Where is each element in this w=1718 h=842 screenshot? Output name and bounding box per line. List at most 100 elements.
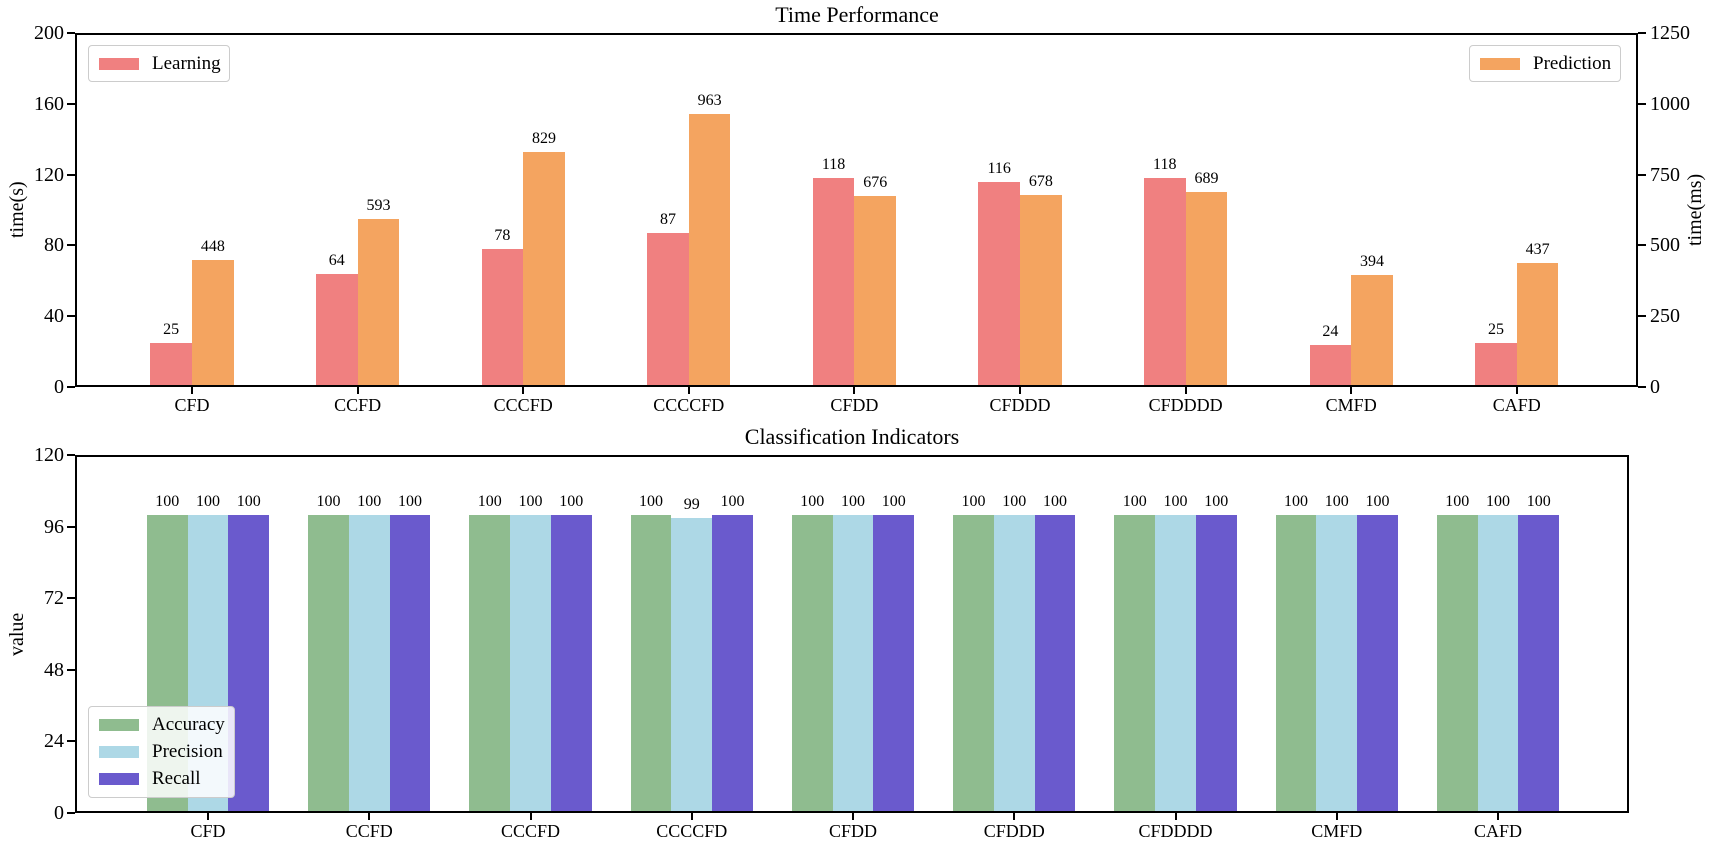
y-tick-label: 160: [34, 92, 64, 115]
x-tick-mark: [207, 813, 209, 820]
legend-label: Prediction: [1533, 52, 1612, 74]
bar-recall-CCCCFD: [712, 514, 753, 811]
y-tick-label-right: 250: [1650, 305, 1680, 328]
legend-label: Accuracy: [152, 714, 225, 735]
value-label: 100: [518, 492, 543, 510]
legend-label: Recall: [152, 768, 201, 789]
x-tick-mark: [368, 813, 371, 820]
y-tick-label: 120: [34, 163, 64, 186]
value-label: 100: [1445, 492, 1470, 510]
bar-recall-CCFD: [389, 514, 431, 811]
y-tick-label: 48: [44, 658, 64, 681]
value-label: 87: [659, 211, 676, 228]
x-tick-label: CFDD: [828, 821, 877, 841]
y-tick-mark: [67, 32, 75, 34]
value-label: 448: [200, 238, 225, 256]
x-tick-mark: [852, 813, 854, 820]
y-tick-label-right: 500: [1650, 234, 1680, 257]
value-label: 64: [328, 251, 345, 269]
bar-learning-CCCFD: [481, 248, 524, 385]
x-tick-mark: [1184, 387, 1187, 394]
value-label: 100: [1526, 492, 1551, 510]
y-tick-mark: [67, 386, 75, 388]
x-tick-mark: [1019, 387, 1021, 394]
bar-precision-CAFD: [1477, 514, 1519, 811]
value-label: 394: [1360, 253, 1385, 271]
x-tick-mark: [1497, 813, 1499, 820]
legend-swatch-prediction: [1480, 57, 1520, 70]
y-tick-label: 80: [44, 234, 64, 257]
bar-learning-CAFD: [1475, 342, 1517, 385]
x-tick-label: CFD: [190, 821, 226, 841]
bar-learning-CFDDDD: [1143, 178, 1186, 385]
value-label: 678: [1028, 172, 1053, 190]
value-label: 100: [155, 492, 180, 510]
x-tick-mark: [687, 387, 690, 394]
y-tick-mark-right: [1638, 386, 1646, 388]
legend-swatch-recall: [99, 773, 139, 785]
value-label: 100: [961, 492, 986, 510]
value-label: 118: [821, 156, 846, 174]
bar-recall-CFD: [228, 514, 270, 811]
bar-prediction-CAFD: [1516, 263, 1559, 385]
legend: Learning: [88, 45, 230, 82]
value-label: 676: [863, 173, 888, 191]
x-tick-mark: [1174, 813, 1177, 820]
bar-learning-CMFD: [1309, 344, 1352, 385]
bar-accuracy-CMFD: [1275, 514, 1317, 811]
value-label: 100: [477, 492, 502, 510]
y-tick-label: 72: [44, 587, 64, 610]
bar-accuracy-CCCFD: [469, 514, 511, 811]
y-tick-label-right: 750: [1650, 163, 1680, 186]
bar-precision-CFDD: [832, 514, 874, 811]
legend-label: Precision: [152, 741, 223, 762]
x-tick-label: CCFD: [345, 821, 393, 841]
bar-precision-CCCFD: [510, 514, 551, 811]
legend-label: Learning: [152, 52, 221, 74]
y-tick-mark: [67, 525, 75, 528]
y-tick-label-right: 0: [1650, 376, 1660, 398]
value-label: 100: [1122, 492, 1147, 510]
y-tick-mark-right: [1638, 32, 1646, 34]
bar-prediction-CFDD: [854, 195, 897, 385]
bar-prediction-CCCCFD: [688, 114, 731, 385]
bar-learning-CCCCFD: [647, 233, 689, 385]
y-tick-label-right: 1250: [1650, 22, 1690, 44]
y-tick-mark-right: [1638, 102, 1646, 105]
value-label: 100: [800, 492, 825, 510]
value-label: 78: [494, 226, 511, 244]
y-tick-mark: [67, 244, 75, 247]
value-label: 100: [397, 492, 422, 510]
x-tick-mark: [1013, 813, 1016, 820]
value-label: 100: [1163, 492, 1188, 510]
bar-recall-CFDDD: [1034, 514, 1076, 811]
value-label: 100: [1204, 492, 1229, 510]
legend-item: Prediction: [1480, 52, 1612, 75]
x-tick-mark: [529, 813, 532, 820]
y-tick-label: 200: [34, 22, 64, 44]
y-tick-label: 96: [44, 515, 64, 538]
x-tick-mark: [690, 813, 693, 820]
y-tick-label: 40: [44, 305, 64, 328]
y-tick-mark: [67, 812, 75, 814]
value-label: 437: [1525, 241, 1550, 259]
x-tick-label: CFDDDD: [1138, 821, 1213, 841]
value-label: 25: [163, 320, 180, 338]
value-label: 100: [196, 492, 220, 510]
legend-item: Recall: [99, 768, 224, 790]
bar-precision-CFDDDD: [1155, 514, 1196, 811]
bar-accuracy-CFDD: [791, 514, 833, 811]
classification-indicators-title: Classification Indicators: [744, 424, 960, 449]
y-tick-label: 120: [34, 444, 64, 466]
x-tick-mark: [1335, 813, 1338, 820]
value-label: 100: [720, 492, 745, 510]
x-tick-mark: [1515, 387, 1518, 394]
value-label: 100: [1324, 492, 1349, 510]
bar-prediction-CFDDDD: [1185, 191, 1228, 385]
bar-prediction-CCFD: [357, 219, 400, 385]
legend: Accuracy Precision Recall: [88, 706, 235, 798]
value-label: 25: [1487, 320, 1504, 338]
bar-learning-CFDD: [812, 178, 855, 385]
x-tick-mark: [191, 387, 193, 394]
